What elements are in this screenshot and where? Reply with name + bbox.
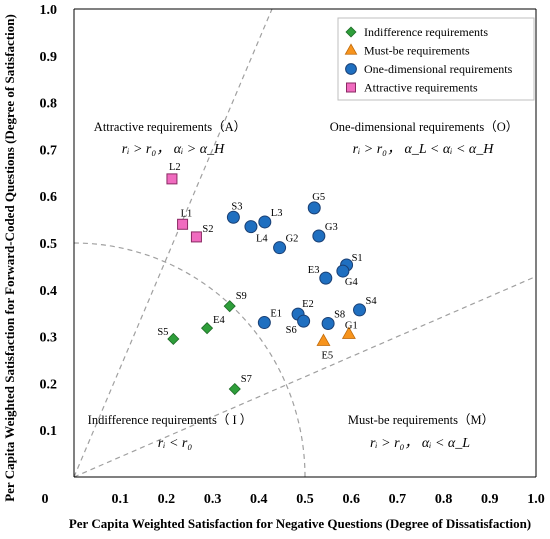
- point-label: E5: [321, 350, 333, 361]
- point-one-dimensional-requirements: [297, 314, 311, 328]
- reference-line-upper: [73, 8, 273, 478]
- point-label: G2: [286, 234, 299, 245]
- region-title: Attractive requirements（A）: [94, 120, 246, 134]
- region-condition: rᵢ > r₀， αᵢ < α_L: [370, 436, 470, 451]
- region-annotations: Attractive requirements（A） rᵢ > r₀， αᵢ > …: [88, 120, 519, 451]
- point-indifference-requirements: [167, 332, 180, 346]
- x-tick-label: 0.3: [204, 492, 222, 507]
- point-label: S8: [334, 309, 345, 320]
- point-must-be-requirements: [316, 333, 331, 346]
- legend-box: [337, 17, 535, 101]
- point-one-dimensional-requirements: [307, 201, 321, 215]
- y-tick-label: 0.7: [40, 143, 58, 158]
- point-label: S9: [236, 291, 247, 302]
- point-must-be-requirements: [341, 326, 356, 339]
- x-tick-label: 0.7: [389, 492, 407, 507]
- legend-label: Indifference requirements: [364, 25, 488, 39]
- y-axis-title: Per Capita Weighted Satisfaction for For…: [2, 14, 17, 502]
- region-title: Must-be requirements（M）: [348, 413, 494, 427]
- point-one-dimensional-requirements: [258, 215, 272, 229]
- point-label: E2: [302, 299, 314, 310]
- point-label: S6: [286, 325, 297, 336]
- point-label: E4: [213, 315, 225, 326]
- legend-label: One-dimensional requirements: [364, 62, 513, 76]
- point-one-dimensional-requirements: [321, 316, 335, 330]
- x-tick-label: 0.8: [435, 492, 453, 507]
- point-label: G4: [345, 277, 359, 288]
- point-one-dimensional-requirements: [336, 264, 350, 278]
- data-points: S5 E4 S9 S7 E5 G1 S3 L4 L3 G2 G5 G3 S1 G4 E3 S4 E1 E2 S6 S8…: [157, 162, 378, 396]
- reference-arc: [73, 242, 306, 478]
- point-one-dimensional-requirements: [273, 241, 287, 255]
- point-one-dimensional-requirements: [244, 220, 258, 234]
- point-indifference-requirements: [200, 322, 214, 335]
- reference-line-lower: [73, 275, 537, 478]
- point-label: S4: [366, 296, 378, 307]
- point-label: E3: [308, 265, 320, 276]
- point-label: G3: [325, 222, 338, 233]
- axes: 0.1 0.2 0.3 0.4 0.5 0.6 0.7 0.8 0.9 1.0 0.1 0.2 0.3 0…: [2, 3, 545, 531]
- y-tick-label: 0.8: [40, 97, 58, 112]
- point-attractive-requirements: [177, 218, 189, 230]
- x-axis-title: Per Capita Weighted Satisfaction for Neg…: [69, 516, 531, 531]
- point-label: E1: [270, 309, 282, 320]
- point-label: L1: [181, 208, 193, 219]
- legend-label: Attractive requirements: [364, 81, 478, 95]
- x-tick-label: 0.9: [481, 492, 499, 507]
- legend-label: Must-be requirements: [364, 44, 470, 58]
- point-label: S5: [157, 327, 168, 338]
- point-label: G1: [345, 320, 358, 331]
- point-label: L4: [256, 234, 268, 245]
- region-condition: rᵢ > r₀， α_L < αᵢ < α_H: [353, 142, 495, 157]
- y-tick-label: 1.0: [40, 3, 58, 18]
- point-indifference-requirements: [228, 382, 241, 396]
- point-one-dimensional-requirements: [353, 303, 367, 317]
- point-one-dimensional-requirements: [257, 316, 271, 330]
- legend: Indifference requirements Must-be require…: [337, 17, 535, 101]
- region-condition: rᵢ < r₀: [158, 436, 193, 451]
- region-condition: rᵢ > r₀， αᵢ > α_H: [122, 142, 225, 157]
- legend-marker: [346, 82, 356, 93]
- y-tick-label: 0.6: [40, 190, 58, 205]
- y-tick-label: 0.4: [40, 284, 58, 299]
- origin-label: 0: [42, 492, 49, 507]
- point-label: S1: [352, 253, 363, 264]
- x-tick-label: 0.6: [342, 492, 360, 507]
- point-attractive-requirements: [166, 173, 178, 185]
- region-title: Indifference requirements（ I ）: [88, 413, 253, 427]
- x-tick-label: 0.2: [158, 492, 176, 507]
- legend-marker: [345, 63, 357, 75]
- x-tick-label: 1.0: [527, 492, 545, 507]
- point-label: S2: [202, 224, 213, 235]
- legend-marker: [344, 43, 358, 55]
- legend-marker: [345, 26, 357, 38]
- y-tick-label: 0.2: [40, 377, 58, 392]
- point-one-dimensional-requirements: [319, 271, 333, 285]
- point-attractive-requirements: [190, 231, 202, 243]
- x-tick-label: 0.4: [250, 492, 268, 507]
- point-label: S3: [231, 201, 242, 212]
- y-tick-label: 0.9: [40, 50, 58, 65]
- point-label: L3: [271, 208, 283, 219]
- point-one-dimensional-requirements: [312, 229, 326, 243]
- point-label: S7: [241, 374, 252, 385]
- x-tick-label: 0.5: [296, 492, 314, 507]
- y-tick-label: 0.3: [40, 331, 58, 346]
- point-one-dimensional-requirements: [226, 210, 240, 224]
- y-tick-label: 0.5: [40, 237, 58, 252]
- x-tick-label: 0.1: [111, 492, 129, 507]
- region-title: One-dimensional requirements（O）: [330, 120, 519, 134]
- y-tick-label: 0.1: [40, 424, 58, 439]
- reference-lines: [73, 8, 537, 478]
- point-label: L2: [169, 162, 181, 173]
- point-indifference-requirements: [223, 300, 236, 313]
- point-label: G5: [312, 192, 325, 203]
